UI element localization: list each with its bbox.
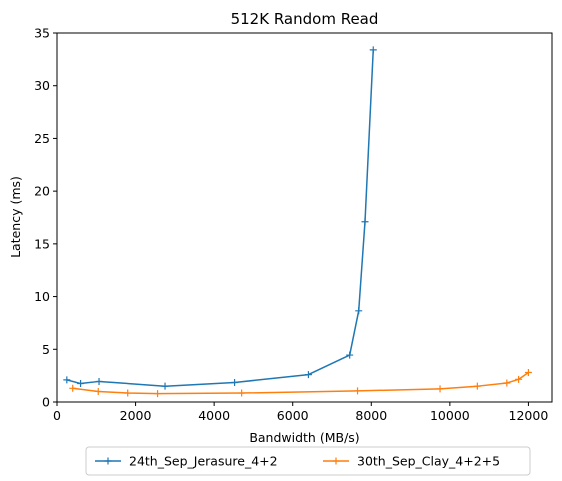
data-point (154, 390, 162, 398)
series-line (66, 49, 374, 387)
chart-title: 512K Random Read (231, 10, 379, 28)
data-point (369, 46, 377, 54)
y-tick-label: 35 (34, 26, 50, 41)
data-point (238, 389, 246, 397)
y-axis-label: Latency (ms) (8, 176, 23, 258)
series-1 (63, 46, 377, 390)
y-tick-label: 10 (34, 289, 50, 304)
series-2 (69, 368, 532, 398)
y-tick-label: 25 (34, 131, 50, 146)
y-tick-label: 30 (34, 78, 50, 93)
y-tick-label: 0 (42, 395, 50, 410)
y-tick-label: 15 (34, 236, 50, 251)
data-point (95, 377, 103, 385)
legend-frame (85, 446, 531, 476)
x-tick-label: 0 (53, 408, 61, 423)
x-tick-label: 8000 (355, 408, 387, 423)
x-axis-label: Bandwidth (MB/s) (249, 430, 359, 445)
data-point (473, 382, 481, 390)
legend-marker (104, 457, 112, 465)
data-point (77, 380, 85, 388)
data-point (304, 371, 312, 379)
y-tick-label: 20 (34, 184, 50, 199)
plot-area (63, 46, 532, 398)
data-point (503, 379, 511, 387)
legend: 24th_Sep_Jerasure_4+2 30th_Sep_Clay_4+2+5 (85, 446, 531, 476)
data-point (436, 385, 444, 393)
data-point (161, 382, 169, 390)
x-tick-label: 4000 (198, 408, 230, 423)
legend-label: 30th_Sep_Clay_4+2+5 (357, 454, 500, 469)
x-axis: 0 2000 4000 6000 8000 10000 12000 (53, 402, 548, 423)
data-point (515, 375, 523, 383)
data-point (346, 351, 354, 359)
data-point (231, 378, 239, 386)
x-tick-label: 12000 (509, 408, 549, 423)
data-point (524, 368, 532, 376)
data-point (63, 376, 71, 384)
data-point (94, 387, 102, 395)
legend-item: 30th_Sep_Clay_4+2+5 (323, 454, 500, 469)
x-tick-label: 10000 (430, 408, 470, 423)
legend-item: 24th_Sep_Jerasure_4+2 (95, 454, 278, 469)
y-tick-label: 5 (42, 342, 50, 357)
data-point (124, 389, 132, 397)
legend-marker (332, 457, 340, 465)
legend-label: 24th_Sep_Jerasure_4+2 (129, 454, 278, 469)
x-tick-label: 2000 (120, 408, 152, 423)
data-point (361, 218, 369, 226)
data-point (354, 387, 362, 395)
x-tick-label: 6000 (277, 408, 309, 423)
data-point (69, 384, 77, 392)
y-axis: 0 5 10 15 20 25 30 35 (34, 26, 57, 410)
plot-frame (56, 32, 553, 403)
data-point (355, 307, 363, 315)
